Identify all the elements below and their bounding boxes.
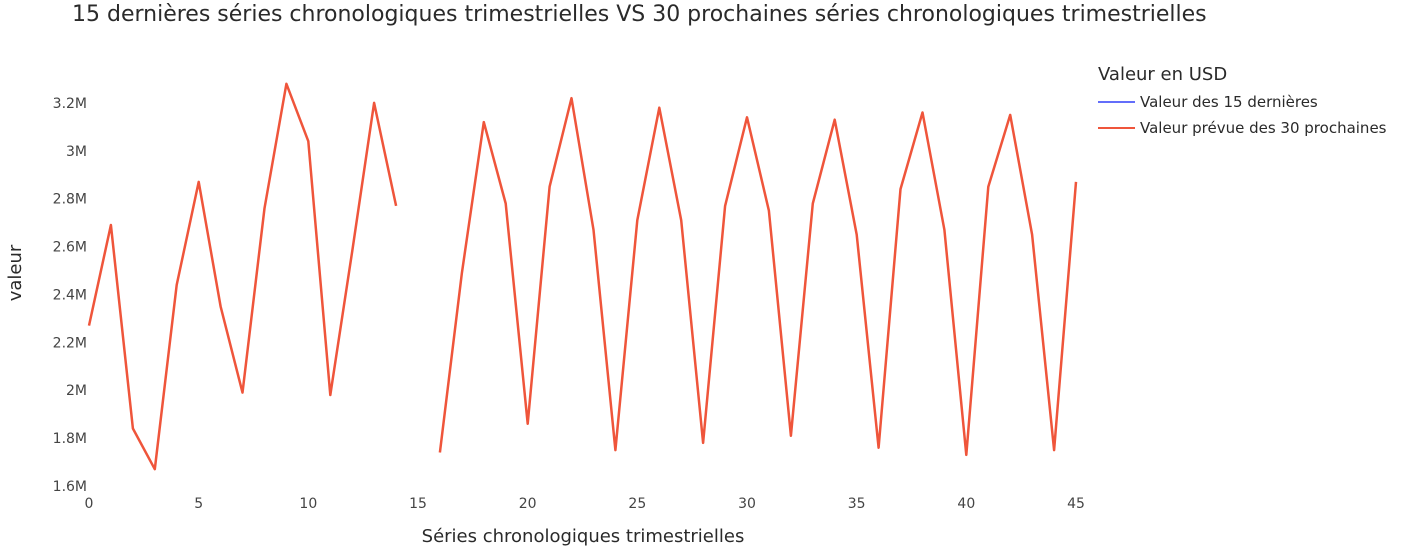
y-tick-label: 3M [66,144,87,160]
x-tick-label: 45 [1067,496,1085,512]
x-tick-label: 20 [519,496,537,512]
legend-swatch-last-15 [1098,101,1135,103]
x-tick-label: 5 [194,496,203,512]
chart-title: 15 dernières séries chronologiques trime… [72,2,1207,27]
y-tick-label: 2.4M [53,287,87,303]
x-tick-label: 10 [299,496,317,512]
x-tick-label: 15 [409,496,427,512]
y-tick-label: 3.2M [53,96,87,112]
y-tick-label: 1.8M [53,431,87,447]
series-line-1 [438,96,1078,457]
legend-item-last-15[interactable]: Valeur des 15 dernières [1098,89,1386,115]
y-axis-title: valeur [5,244,26,301]
legend-swatch-next-30 [1098,127,1135,129]
y-tick-label: 2.6M [53,240,87,256]
x-tick-label: 40 [957,496,975,512]
y-tick-label: 2.2M [53,335,87,351]
series-lines [87,82,1078,471]
series-line-1 [87,82,398,471]
x-axis-title: Séries chronologiques trimestrielles [422,526,745,547]
y-axis-ticks: 1.6M 1.8M 2M 2.2M 2.4M 2.6M 2.8M 3M 3.2M [53,96,87,495]
legend-label-next-30: Valeur prévue des 30 prochaines [1140,119,1387,137]
y-tick-label: 1.6M [53,479,87,495]
y-tick-label: 2.8M [53,192,87,208]
legend: Valeur en USD Valeur des 15 dernières Va… [1098,64,1386,141]
x-tick-label: 30 [738,496,756,512]
legend-item-next-30[interactable]: Valeur prévue des 30 prochaines [1098,115,1386,141]
y-tick-label: 2M [66,383,87,399]
x-tick-label: 0 [85,496,94,512]
x-tick-label: 35 [848,496,866,512]
x-axis-ticks: 0 5 10 15 20 25 30 35 40 45 [85,496,1085,512]
legend-title: Valeur en USD [1098,64,1228,85]
x-tick-label: 25 [628,496,646,512]
legend-label-last-15: Valeur des 15 dernières [1140,93,1318,111]
